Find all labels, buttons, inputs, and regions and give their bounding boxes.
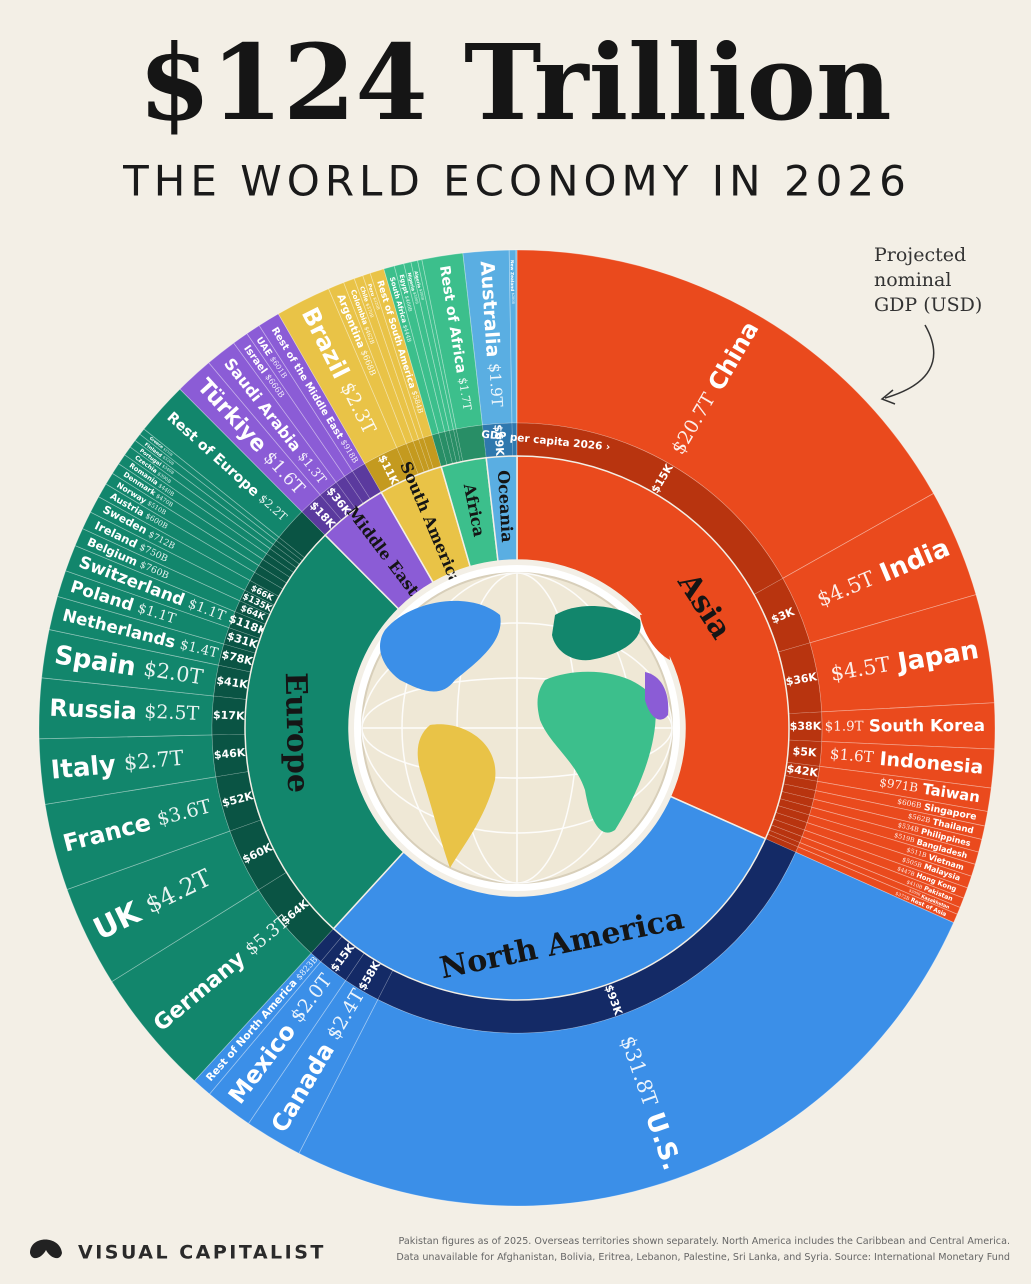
country-value: $2.7T (123, 745, 185, 774)
region-label: Europe (278, 672, 316, 793)
per-capita-label: $17K (213, 708, 245, 722)
sunburst: $20.7T China$15K$4.5T India$3K$4.5T Japa… (38, 249, 996, 1207)
annotation: Projected nominal GDP (USD) (874, 244, 982, 316)
country-label: Nigeria $300B (406, 272, 419, 305)
country-value: $270B (162, 447, 173, 457)
per-capita-label: $41K (216, 674, 250, 692)
country-label: Chile $370B (359, 286, 376, 319)
per-capita-label: $46K (213, 746, 246, 762)
country-label: $1.9T South Korea (825, 714, 985, 735)
per-capita-label: $5K (792, 745, 817, 760)
globe (354, 565, 680, 891)
chart-subtitle: THE WORLD ECONOMY IN 2026 (122, 157, 911, 206)
country-value: $300B (412, 292, 419, 305)
country-name: Italy (50, 749, 118, 785)
globe-europe (552, 605, 641, 661)
footer-note: Data unavailable for Afghanistan, Bolivi… (396, 1252, 1010, 1263)
region-label: Oceania (494, 470, 517, 543)
annotation-arrowhead (880, 389, 896, 405)
country-label: Algeria $280B (413, 270, 425, 301)
country-value: $280B (511, 293, 515, 305)
country-value: $1.9T (825, 719, 864, 734)
country-name: Nigeria (406, 272, 416, 292)
country-name: Russia (49, 693, 138, 725)
country-value: $400B (403, 295, 413, 312)
annotation-line: GDP (USD) (874, 294, 982, 316)
country-label: Italy $2.7T (50, 743, 186, 785)
country-name: Peru (366, 283, 376, 298)
country-value: $300B (908, 889, 921, 897)
country-name: South Korea (869, 714, 985, 734)
country-value: $370B (364, 302, 375, 319)
brand-logo (30, 1239, 62, 1259)
globe-middle-east (645, 672, 669, 720)
region-slice (332, 795, 767, 1001)
globe-africa (537, 671, 656, 833)
country-value: $2.5T (144, 701, 200, 725)
country-value: $1.6T (829, 745, 874, 767)
country-value: $280B (418, 289, 424, 301)
country-value: $444B (402, 324, 413, 343)
country-value: $1.9T (485, 363, 506, 408)
country-label: Russia $2.5T (49, 693, 200, 727)
country-value: $372B (894, 890, 911, 902)
country-value: $1.7T (456, 376, 475, 411)
country-value: $971B (878, 775, 919, 795)
chart-title: $124 Trillion (138, 21, 891, 144)
country-value: $320B (162, 454, 175, 466)
country-name: Egypt (398, 274, 410, 295)
per-capita-label: $36K (785, 670, 819, 688)
globe-south-america (417, 724, 496, 868)
globe-north-america (380, 600, 501, 692)
annotation-line: Projected (874, 244, 966, 266)
region-slice (485, 455, 518, 562)
country-name: Chile (359, 286, 370, 303)
country-value: $320B (372, 297, 381, 311)
country-slice (515, 249, 518, 424)
country-label: Egypt $400B (398, 274, 414, 313)
annotation-arrow (884, 324, 935, 399)
region-slice (244, 534, 405, 930)
per-capita-label: $69K (491, 424, 506, 457)
country-name: Algeria (413, 270, 423, 288)
country-label: Australia $1.9T (476, 260, 507, 407)
country-value: $447B (896, 866, 915, 878)
country-label: Peru $320B (366, 283, 381, 311)
per-capita-label: $38K (790, 720, 822, 733)
country-value: $410B (906, 879, 924, 891)
per-capita-label: $42K (786, 762, 820, 780)
country-name: New Zealand (509, 260, 515, 291)
footer: VISUAL CAPITALIST Pakistan figures as of… (30, 1236, 1010, 1264)
country-label: New Zealand $280B (509, 260, 515, 304)
region-slice (516, 455, 790, 840)
globe-asia (640, 614, 670, 660)
annotation-line: nominal (874, 269, 951, 291)
footer-note: Pakistan figures as of 2025. Overseas te… (399, 1236, 1010, 1247)
brand-name: VISUAL CAPITALIST (78, 1242, 326, 1264)
